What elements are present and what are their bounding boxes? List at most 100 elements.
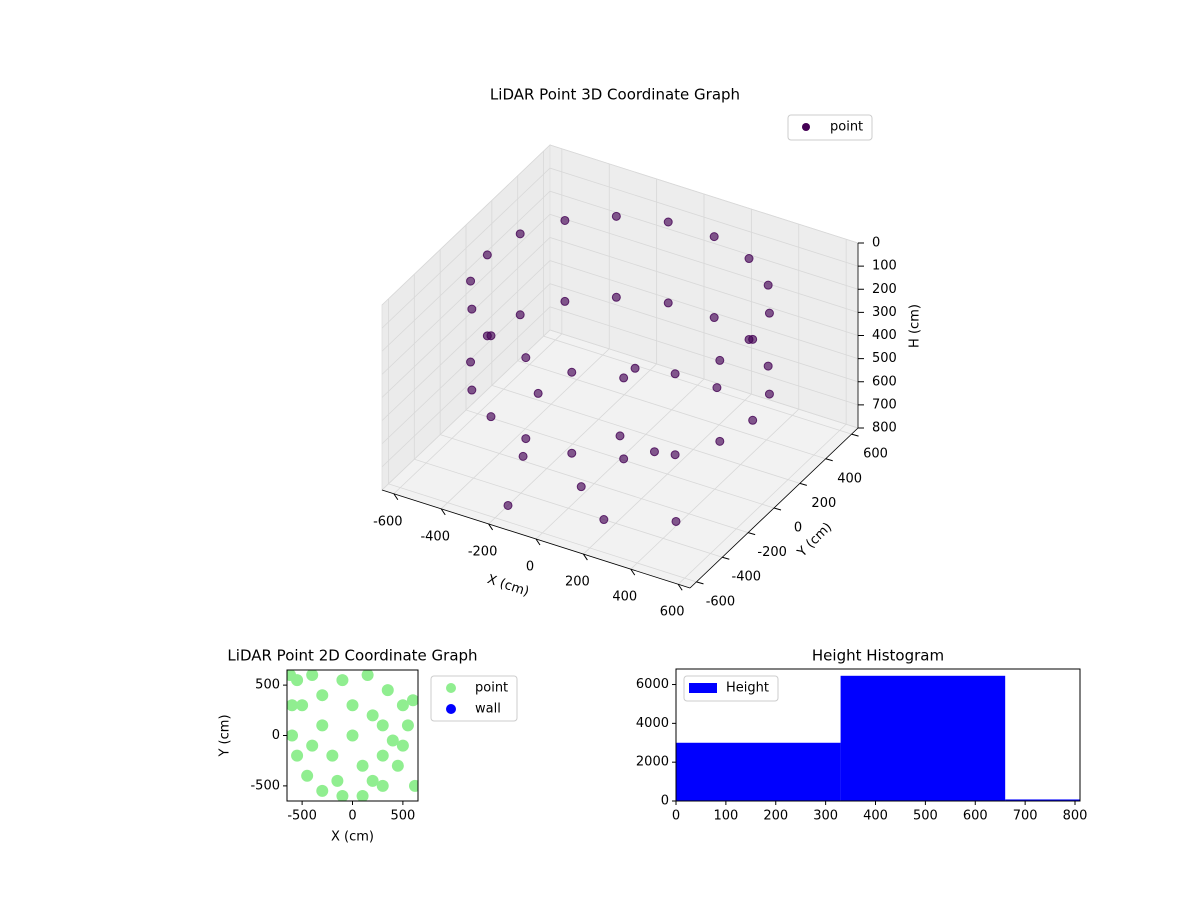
point <box>567 367 577 377</box>
grid-line <box>381 237 859 398</box>
y-tick-label: 2000 <box>636 755 669 770</box>
y-tick <box>722 556 730 560</box>
y-tick <box>773 507 782 511</box>
point <box>386 734 399 747</box>
point <box>287 699 299 712</box>
point <box>401 719 414 732</box>
grid-line <box>381 144 859 306</box>
y-tick <box>825 458 833 462</box>
x-tick-label: 200 <box>565 575 590 590</box>
point <box>467 304 477 314</box>
point <box>611 211 621 221</box>
x-tick-label: 200 <box>763 809 788 824</box>
y-tick-label: 500 <box>255 678 280 693</box>
x-tick-label: 400 <box>612 590 637 605</box>
x-tick-label: 500 <box>390 809 415 824</box>
point <box>336 674 349 687</box>
x-tick-label: -400 <box>420 529 450 544</box>
x-tick <box>488 523 494 531</box>
point <box>356 789 369 801</box>
x-tick-label: 0 <box>526 560 534 575</box>
point <box>715 355 725 365</box>
point <box>466 357 476 367</box>
x-tick-label: -200 <box>468 544 498 559</box>
point <box>306 670 319 682</box>
point <box>763 361 773 371</box>
point <box>406 694 418 707</box>
point <box>521 353 531 363</box>
x-tick <box>582 553 588 561</box>
y-tick-label: 6000 <box>636 677 669 692</box>
y-tick <box>851 433 859 437</box>
y-tick-label: -200 <box>757 545 787 560</box>
y-tick <box>748 532 756 536</box>
point <box>326 749 339 762</box>
point <box>518 451 528 461</box>
x-tick <box>535 538 541 546</box>
point <box>376 779 389 792</box>
grid-line <box>381 306 859 468</box>
chart-title: LiDAR Point 3D Coordinate Graph <box>490 86 740 104</box>
point <box>486 412 496 422</box>
point <box>709 232 719 242</box>
point <box>376 719 389 732</box>
point <box>619 373 629 383</box>
x-tick-label: 800 <box>1063 809 1088 824</box>
x-tick-label: -500 <box>287 809 317 824</box>
point <box>336 789 349 801</box>
point <box>670 450 680 460</box>
grid-line <box>381 190 859 352</box>
x-axis-label: X (cm) <box>331 830 374 845</box>
y-tick-label: 4000 <box>636 716 669 731</box>
legend-box <box>787 114 873 141</box>
point <box>670 369 680 379</box>
y-axis <box>689 427 859 589</box>
legend-marker <box>446 683 456 693</box>
point <box>515 310 525 320</box>
x-tick-label: 600 <box>660 605 685 620</box>
point <box>287 670 297 682</box>
point <box>356 759 369 772</box>
legend-marker <box>689 683 717 693</box>
point <box>316 784 329 797</box>
y-tick-label: 400 <box>837 471 862 486</box>
point <box>396 739 409 752</box>
point <box>381 684 394 697</box>
point <box>630 363 640 373</box>
x-tick-label: 700 <box>1013 809 1038 824</box>
x-tick-label: 600 <box>963 809 988 824</box>
point <box>560 296 570 306</box>
point <box>331 774 344 787</box>
point <box>764 389 774 399</box>
point <box>316 689 329 702</box>
point <box>560 215 570 225</box>
point <box>408 779 418 792</box>
point <box>346 729 359 742</box>
legend-marker <box>802 123 810 131</box>
y-tick-label: 200 <box>811 496 836 511</box>
z-tick-label: 700 <box>872 397 897 412</box>
point <box>521 434 531 444</box>
x-tick <box>630 568 636 576</box>
y-tick-label: -400 <box>732 570 762 585</box>
legend-marker <box>446 704 456 714</box>
x-tick-label: 100 <box>713 809 738 824</box>
point <box>764 308 774 318</box>
point <box>396 699 409 712</box>
y-tick-label: 0 <box>794 521 802 536</box>
point <box>376 749 389 762</box>
z-tick-label: 800 <box>872 421 897 436</box>
point <box>482 331 492 341</box>
legend-label: Height <box>726 681 769 696</box>
z-tick-label: 200 <box>872 282 897 297</box>
x-tick-label: 0 <box>348 809 356 824</box>
point <box>466 276 476 286</box>
x-tick <box>677 583 683 591</box>
legend-label: point <box>475 681 508 696</box>
grid-line <box>381 260 859 421</box>
point <box>482 250 492 260</box>
plot-area <box>287 670 418 801</box>
point <box>615 431 625 441</box>
z-tick-label: 600 <box>872 374 897 389</box>
point <box>576 482 586 492</box>
